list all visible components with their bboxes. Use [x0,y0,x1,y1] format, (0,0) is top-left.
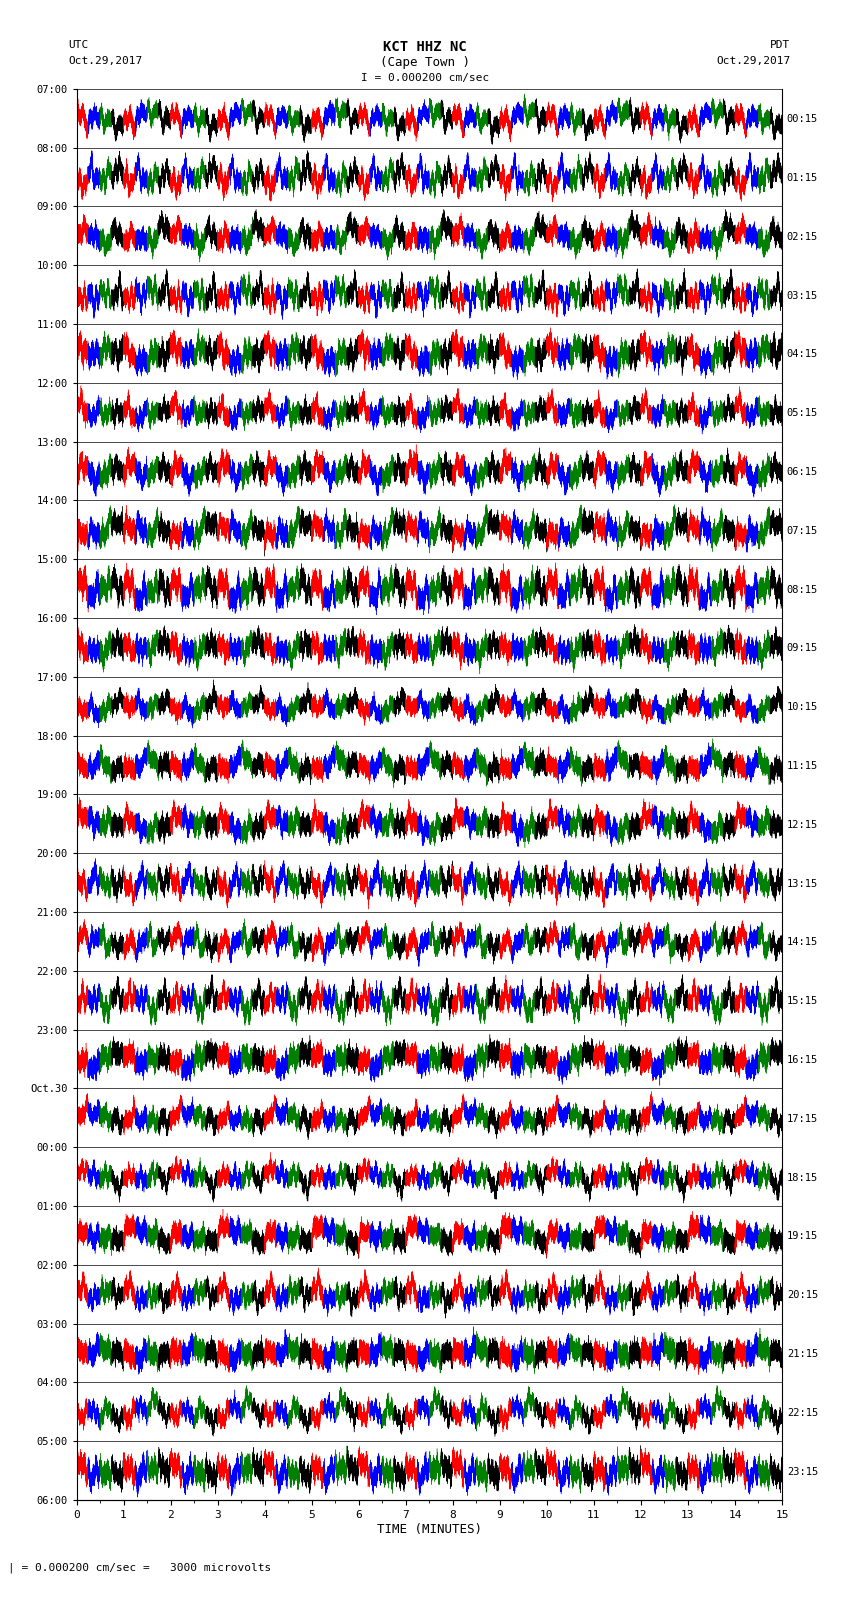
Text: (Cape Town ): (Cape Town ) [380,56,470,69]
Text: Oct.29,2017: Oct.29,2017 [717,56,790,66]
Text: UTC: UTC [68,40,88,50]
Text: Oct.29,2017: Oct.29,2017 [68,56,142,66]
Text: I = 0.000200 cm/sec: I = 0.000200 cm/sec [361,73,489,82]
Text: KCT HHZ NC: KCT HHZ NC [383,40,467,55]
Text: PDT: PDT [770,40,790,50]
Text: | = 0.000200 cm/sec =   3000 microvolts: | = 0.000200 cm/sec = 3000 microvolts [8,1561,272,1573]
X-axis label: TIME (MINUTES): TIME (MINUTES) [377,1523,482,1536]
